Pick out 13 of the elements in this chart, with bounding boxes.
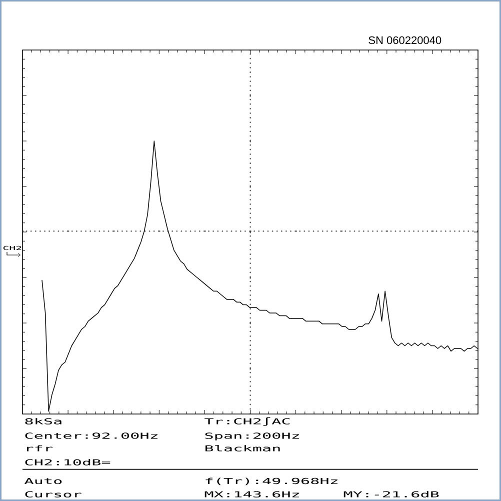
- text: Center:92.00Hz: [25, 432, 158, 439]
- text: Auto: [24, 478, 62, 484]
- text: Cursor: [25, 491, 82, 498]
- text: Span:200Hz: [205, 432, 299, 440]
- text: MY:-21.6dB: [344, 491, 439, 498]
- text: rfr: [27, 445, 52, 452]
- text: SN 060220040: [368, 36, 442, 44]
- text: MX:143.6Hz: [204, 491, 299, 498]
- text: 8kSa: [25, 418, 62, 424]
- text: CH2:10dB=: [25, 459, 110, 466]
- text: f(Tr):49.968Hz: [206, 478, 338, 486]
- text: Blackman: [206, 445, 280, 452]
- text: Tr:CH2∫AC: [204, 417, 290, 426]
